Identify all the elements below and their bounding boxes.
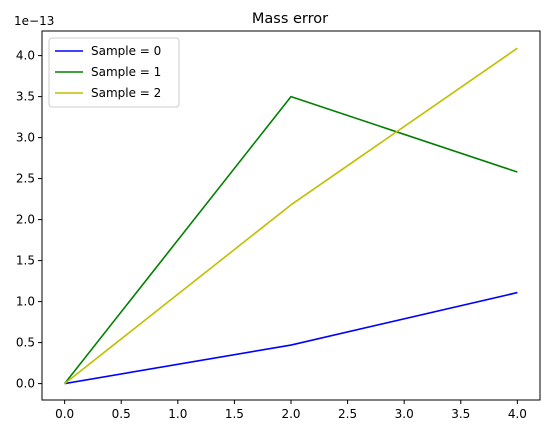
- y-tick-label: 1.5: [16, 254, 35, 268]
- x-tick-label: 3.0: [395, 407, 414, 421]
- x-tick-label: 3.5: [451, 407, 470, 421]
- legend-label: Sample = 1: [91, 65, 161, 79]
- series-line-sample-2: [64, 47, 518, 385]
- y-tick-label: 0.5: [16, 336, 35, 350]
- x-tick-label: 1.0: [168, 407, 187, 421]
- y-axis: 0.0 0.5 1.0 1.5 2.0 2.5 3.0 3.5 4.0: [16, 49, 42, 391]
- y-tick-label: 2.5: [16, 172, 35, 186]
- series-lines: [64, 47, 518, 385]
- x-tick-label: 2.0: [281, 407, 300, 421]
- x-tick-label: 2.5: [338, 407, 357, 421]
- x-axis: 0.0 0.5 1.0 1.5 2.0 2.5 3.0 3.5 4.0: [55, 400, 527, 421]
- y-tick-label: 2.0: [16, 213, 35, 227]
- series-line-sample-1: [64, 95, 518, 385]
- x-tick-label: 0.5: [112, 407, 131, 421]
- legend-label: Sample = 0: [91, 44, 161, 58]
- x-tick-label: 1.5: [225, 407, 244, 421]
- y-tick-label: 3.5: [16, 90, 35, 104]
- legend: Sample = 0 Sample = 1 Sample = 2: [48, 37, 180, 108]
- legend-label: Sample = 2: [91, 86, 161, 100]
- x-tick-label: 4.0: [508, 407, 527, 421]
- y-tick-label: 3.0: [16, 131, 35, 145]
- series-line-sample-0: [64, 291, 518, 385]
- y-axis-offset-label: 1e−13: [14, 14, 54, 28]
- y-tick-label: 0.0: [16, 377, 35, 391]
- y-tick-label: 1.0: [16, 295, 35, 309]
- x-tick-label: 0.0: [55, 407, 74, 421]
- chart-title: Mass error: [252, 11, 328, 27]
- y-tick-label: 4.0: [16, 49, 35, 63]
- legend-box: [48, 37, 180, 108]
